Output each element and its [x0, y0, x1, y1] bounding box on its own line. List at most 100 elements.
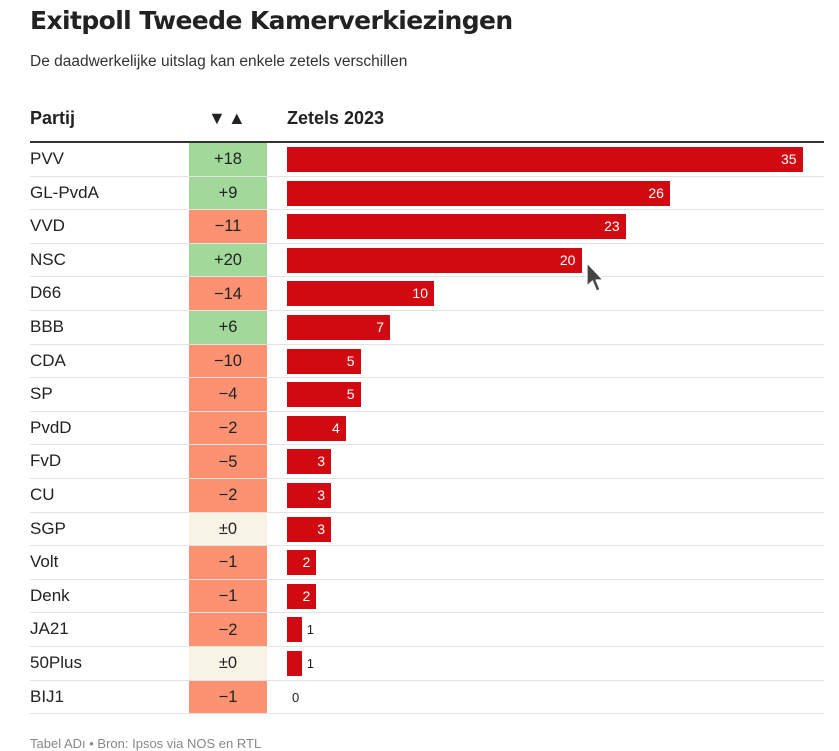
seat-change-cell: ±0 — [189, 512, 267, 547]
table-row: CDA −10 5 — [0, 344, 839, 379]
party-name: Volt — [30, 552, 59, 572]
table-row: VVD −11 23 — [0, 210, 839, 244]
seat-change-cell: −1 — [189, 680, 267, 715]
seat-value-label: 7 — [376, 319, 384, 335]
seat-change-cell: ±0 — [189, 647, 267, 681]
seat-bar — [287, 348, 361, 374]
party-name: SP — [30, 384, 53, 404]
seat-value-label: 3 — [317, 487, 326, 503]
seat-change-cell: −4 — [189, 378, 267, 412]
seat-change-cell: −5 — [189, 445, 267, 479]
seat-bar — [287, 651, 302, 676]
seat-change-cell: −1 — [189, 579, 267, 614]
seat-change-cell: +18 — [189, 143, 267, 177]
sort-toggle-button[interactable]: ▼▲ — [208, 108, 248, 128]
row-divider — [30, 276, 824, 278]
seat-bar — [287, 583, 317, 609]
row-divider — [30, 545, 824, 547]
row-divider — [30, 645, 824, 647]
seat-value-label: 5 — [346, 386, 355, 403]
party-name: SGP — [30, 518, 66, 538]
table-row: GL-PvdA +9 26 — [0, 176, 839, 211]
seat-change-cell: −11 — [189, 210, 267, 244]
party-name: CU — [30, 485, 55, 504]
table-row: JA21 −2 1 — [0, 613, 839, 647]
seat-bar — [287, 516, 332, 542]
seat-change-cell: +6 — [189, 311, 267, 345]
seat-value-label: 23 — [604, 218, 620, 235]
table-row: FvD −5 3 — [0, 445, 839, 479]
seat-value-label: 26 — [648, 184, 664, 201]
seat-value-label: 0 — [292, 689, 300, 705]
party-name: GL-PvdA — [30, 182, 99, 202]
table-row: PvdD −2 4 — [0, 411, 839, 446]
seat-bar — [287, 147, 803, 172]
seat-change-cell: −2 — [189, 613, 267, 647]
seat-value-label: 1 — [306, 656, 314, 671]
seat-bar — [287, 382, 361, 408]
seat-bar — [287, 550, 317, 576]
table-row: Volt −1 2 — [0, 546, 839, 580]
table-row: PVV +18 35 — [0, 143, 839, 177]
seat-value-label: 4 — [331, 419, 340, 436]
party-name: Denk — [30, 585, 70, 605]
seat-bar — [287, 180, 671, 206]
column-header-party[interactable]: Partij — [30, 108, 76, 128]
chart-subtitle: De daadwerkelijke uitslag kan enkele zet… — [30, 53, 408, 70]
table-header: Partij ▼▲ Zetels 2023 — [0, 104, 839, 140]
header-divider — [30, 141, 824, 143]
seat-value-label: 2 — [302, 554, 311, 571]
party-name: CDA — [30, 350, 66, 370]
table-row: NSC +20 20 — [0, 243, 839, 278]
row-divider — [30, 612, 824, 614]
party-name: 50Plus — [30, 653, 82, 672]
party-name: FvD — [30, 451, 62, 471]
party-name: BIJ1 — [30, 686, 65, 706]
party-name: JA21 — [30, 619, 69, 639]
seat-change-cell: −1 — [189, 546, 267, 580]
row-divider — [30, 242, 824, 244]
table-row: CU −2 3 — [0, 479, 839, 513]
row-divider — [30, 511, 824, 513]
source-credit: Tabel ADı • Bron: Ipsos via NOS en RTL — [30, 736, 262, 751]
column-header-seats[interactable]: Zetels 2023 — [287, 108, 385, 128]
party-name: BBB — [30, 317, 65, 336]
row-divider — [30, 343, 824, 345]
mouse-cursor-icon — [586, 262, 604, 292]
seat-bar — [287, 449, 332, 475]
row-divider — [30, 713, 824, 715]
seat-change-cell: +20 — [189, 243, 267, 278]
party-name: D66 — [30, 283, 62, 303]
table-row: D66 −14 10 — [0, 277, 839, 311]
seat-value-label: 3 — [317, 520, 326, 537]
seat-change-cell: −10 — [189, 344, 267, 379]
seat-bar — [287, 315, 391, 340]
seat-bar — [287, 247, 582, 273]
row-divider — [30, 209, 824, 211]
row-divider — [30, 175, 824, 177]
seat-bar — [287, 415, 346, 441]
seat-value-label: 20 — [559, 251, 576, 268]
seat-value-label: 2 — [302, 587, 311, 604]
seat-bar — [287, 483, 332, 508]
seat-change-cell: −2 — [189, 479, 267, 513]
seat-value-label: 1 — [306, 622, 314, 638]
party-name: PvdD — [30, 417, 72, 437]
seat-value-label: 35 — [781, 151, 797, 167]
party-name: PVV — [30, 149, 65, 168]
row-divider — [30, 377, 824, 379]
table-row: SP −4 5 — [0, 378, 839, 412]
seat-bar — [287, 214, 627, 240]
row-divider — [30, 444, 824, 446]
row-divider — [30, 309, 824, 311]
seat-change-cell: +9 — [189, 176, 267, 211]
row-divider — [30, 477, 824, 479]
seat-change-cell: −2 — [189, 411, 267, 446]
seat-change-cell: −14 — [189, 277, 267, 311]
party-name: VVD — [30, 216, 65, 236]
table-row: BIJ1 −1 0 — [0, 680, 839, 715]
seat-bar — [287, 617, 302, 643]
row-divider — [30, 410, 824, 412]
table-row: SGP ±0 3 — [0, 512, 839, 547]
seat-value-label: 5 — [346, 352, 355, 369]
